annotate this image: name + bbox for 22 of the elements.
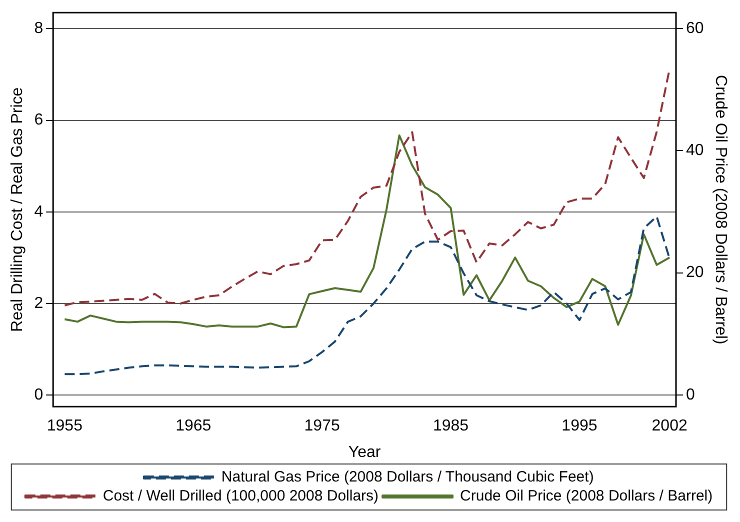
y2-tick-label: 0 [686, 386, 696, 404]
y2-tick-label: 40 [686, 142, 704, 160]
x-axis-title: Year [348, 444, 382, 461]
x-tick-label: 1985 [432, 418, 469, 435]
y2-tick-label: 20 [686, 264, 704, 282]
x-tick-label: 1955 [46, 418, 83, 435]
legend-label: Natural Gas Price (2008 Dollars / Thousand Cubic Feet) [221, 468, 594, 486]
y-tick-label: 0 [34, 386, 44, 404]
y2-axis-title: Crude Oil Price (2008 Dollars / Barrel) [712, 74, 729, 344]
line-series [64, 215, 671, 376]
x-tick-label: 1975 [304, 418, 340, 435]
y-tick-label: 6 [34, 112, 44, 129]
x-tick-label: 1965 [176, 418, 212, 435]
y-tick-label: 4 [34, 203, 44, 220]
x-tick-label: 2002 [652, 418, 688, 435]
y-tick-label: 8 [34, 20, 44, 38]
legend-label: Crude Oil Price (2008 Dollars / Barrel) [460, 488, 713, 505]
y-axis-title: Real Drilling Cost / Real Gas Price [9, 87, 26, 332]
y-tick-label: 2 [34, 294, 44, 312]
y2-tick-label: 60 [686, 20, 704, 37]
x-tick-label: 1995 [562, 418, 598, 435]
legend-label: Cost / Well Drilled (100,000 2008 Dollars) [102, 488, 379, 505]
